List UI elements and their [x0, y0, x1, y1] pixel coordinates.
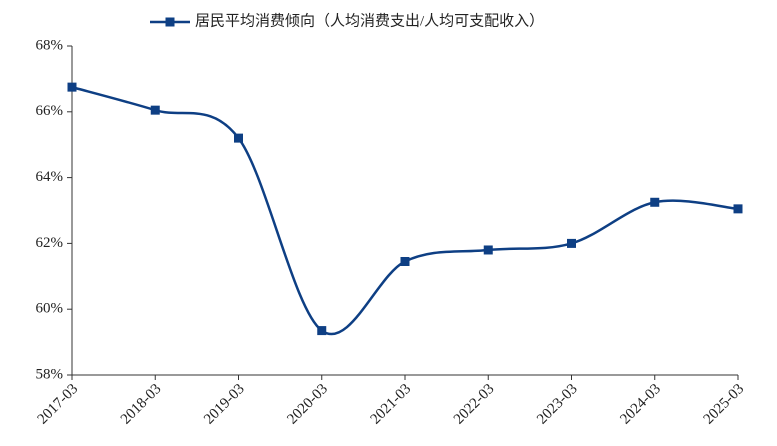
marker — [234, 133, 243, 143]
y-tick-label: 68% — [36, 37, 64, 53]
x-tick-label: 2018-03 — [118, 381, 165, 428]
x-tick-label: 2022-03 — [451, 381, 498, 428]
marker — [650, 197, 660, 207]
x-tick-label: 2024-03 — [617, 381, 664, 428]
marker — [150, 105, 160, 115]
y-tick-label: 66% — [36, 103, 64, 119]
x-tick-label: 2019-03 — [201, 381, 248, 428]
y-tick-label: 60% — [36, 301, 64, 317]
x-tick-label: 2023-03 — [534, 381, 581, 428]
legend-label: 居民平均消费倾向（人均消费支出/人均可支配收入） — [195, 12, 544, 29]
marker — [317, 326, 327, 336]
y-tick-label: 64% — [36, 169, 64, 185]
y-tick-label: 62% — [36, 235, 64, 251]
line — [71, 85, 739, 336]
marker — [400, 256, 410, 266]
x-tick-label: 2025-03 — [701, 381, 748, 428]
marker — [67, 82, 77, 92]
legend-marker — [165, 17, 175, 27]
x-tick-label: 2021-03 — [368, 381, 415, 428]
y-tick-label: 58% — [36, 366, 64, 382]
marker — [733, 204, 743, 214]
x-tick-label: 2017-03 — [35, 381, 82, 428]
marker — [567, 238, 576, 248]
x-tick-label: 2020-03 — [284, 381, 331, 428]
marker — [483, 245, 493, 255]
